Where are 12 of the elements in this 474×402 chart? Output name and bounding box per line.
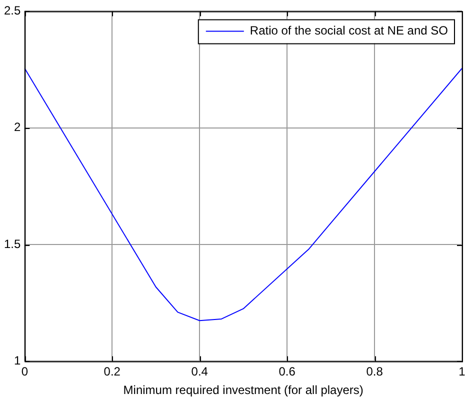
x-tick-label: 0.8 xyxy=(366,364,384,379)
legend-label: Ratio of the social cost at NE and SO xyxy=(250,24,448,38)
x-axis-title: Minimum required investment (for all players) xyxy=(123,383,364,398)
x-tick-label: 0.4 xyxy=(191,364,208,379)
y-tick-label: 1 xyxy=(14,354,21,368)
x-tick-label: 1 xyxy=(458,364,466,379)
y-tick-label: 2 xyxy=(14,120,21,134)
y-tick-label: 2.5 xyxy=(4,4,21,18)
x-tick-label: 0 xyxy=(21,364,28,379)
x-tick-label: 0.2 xyxy=(104,364,121,379)
y-tick-label: 1.5 xyxy=(4,236,21,251)
x-tick-label: 0.6 xyxy=(278,364,296,379)
